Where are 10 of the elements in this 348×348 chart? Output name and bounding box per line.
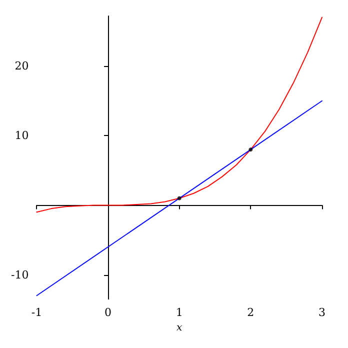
x-tick-label: 1 — [176, 306, 183, 320]
x-tick-label: 3 — [318, 306, 326, 320]
x-tick-label: 2 — [247, 306, 254, 320]
y-tick-label: 20 — [14, 60, 29, 73]
x-tick-label: -1 — [31, 306, 42, 320]
x-axis-title: x — [176, 322, 183, 334]
line-series — [36, 16, 322, 213]
y-tick-label: 10 — [14, 129, 29, 142]
y-tick-label: -10 — [10, 268, 29, 282]
x-tick-label: 0 — [104, 306, 112, 320]
